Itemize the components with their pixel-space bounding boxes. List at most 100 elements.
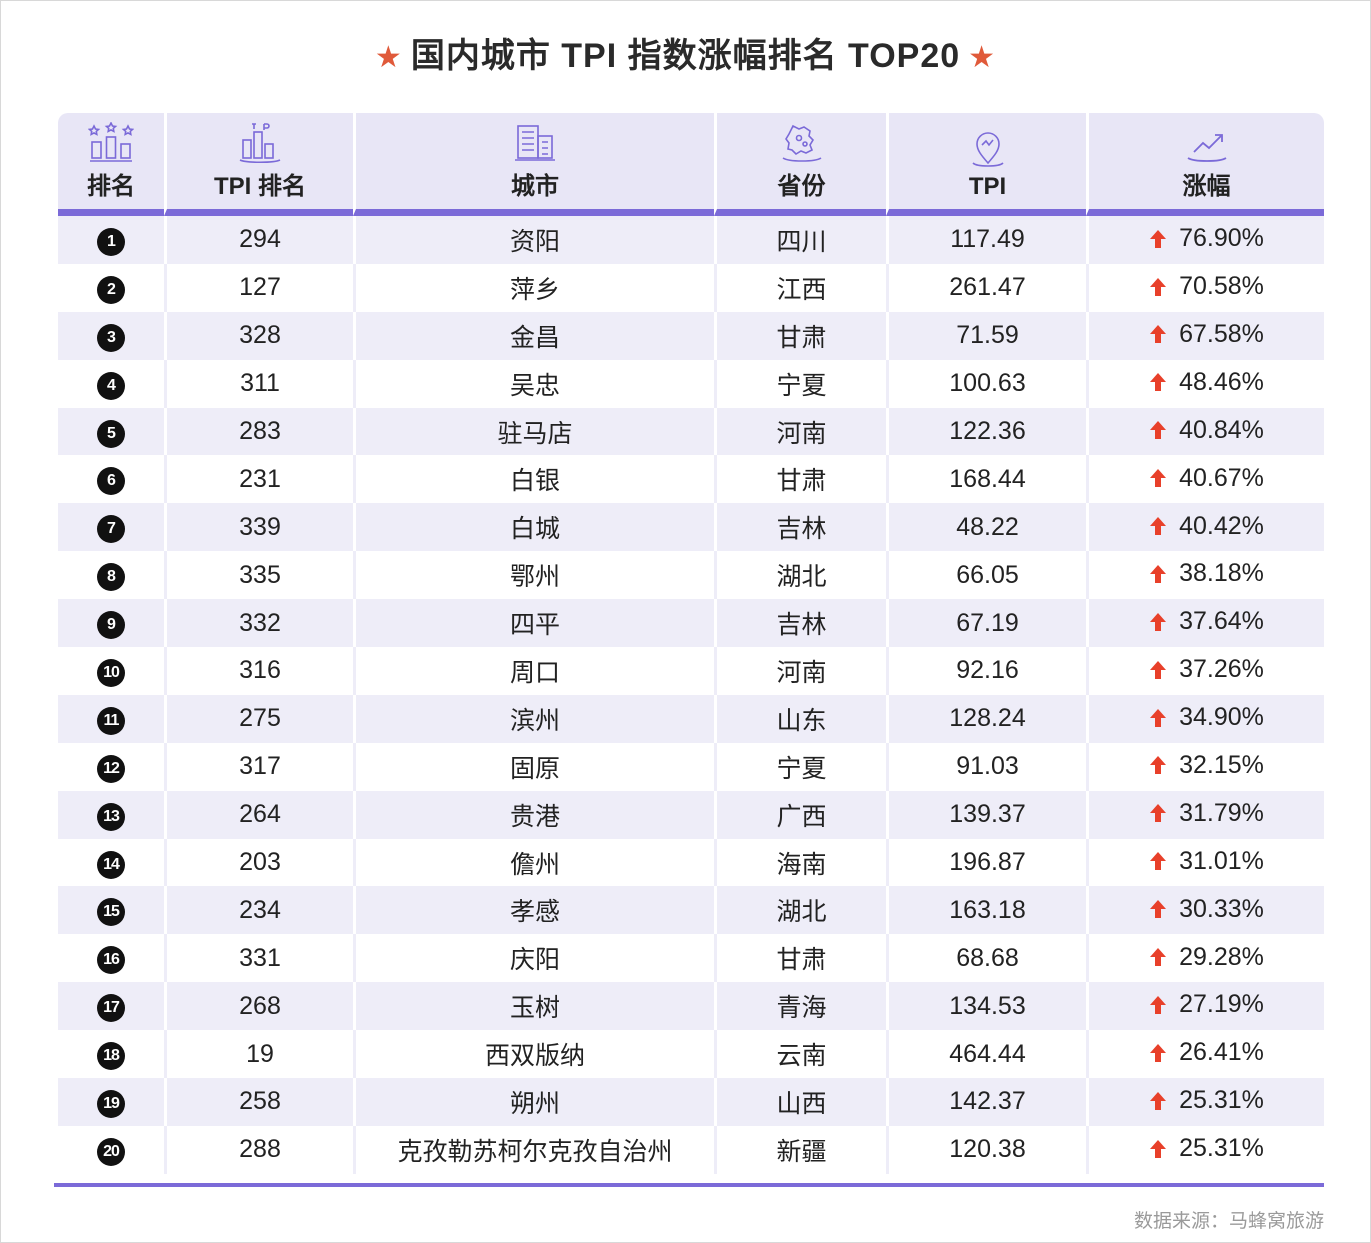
column-header-rank-label: 排名 — [87, 173, 135, 200]
province-cell: 甘肃 — [714, 311, 886, 360]
column-header-tpi-rank: TPI 排名 — [164, 113, 353, 216]
city-cell: 鄂州 — [353, 551, 714, 600]
city-cell: 四平 — [353, 599, 714, 648]
tpi-cell: 464.44 — [886, 1030, 1086, 1079]
rank-cell: 1 — [58, 216, 164, 264]
column-header-growth: 涨幅 — [1086, 113, 1324, 216]
tpi-cell: 48.22 — [886, 503, 1086, 552]
table-header: 排名 TPI 排名 — [58, 113, 1324, 216]
rank-badge: 16 — [97, 946, 125, 975]
rank-cell: 11 — [58, 694, 164, 743]
tpi-rank-cell: 335 — [164, 551, 353, 600]
table-row: 13 264 贵港 广西 139.37 31.79% — [58, 790, 1324, 839]
city-cell: 驻马店 — [353, 407, 714, 456]
tpi-rank-cell: 332 — [164, 599, 353, 648]
tpi-cell: 71.59 — [886, 311, 1086, 360]
map-province-icon — [782, 124, 821, 162]
rank-cell: 5 — [58, 407, 164, 456]
up-arrow-icon — [1150, 708, 1167, 727]
table-row: 9 332 四平 吉林 67.19 37.64% — [58, 599, 1324, 648]
city-cell: 庆阳 — [353, 934, 714, 983]
star-icon: ★ — [968, 41, 997, 74]
table-row: 20 288 克孜勒苏柯尔克孜自治州 新疆 120.38 25.31% — [58, 1125, 1324, 1174]
table-row: 8 335 鄂州 湖北 66.05 38.18% — [58, 551, 1324, 600]
tpi-rank-cell: 234 — [164, 886, 353, 935]
province-cell: 宁夏 — [714, 359, 886, 408]
rank-badge: 3 — [97, 323, 125, 352]
tpi-cell: 128.24 — [886, 694, 1086, 743]
tpi-rank-cell: 288 — [164, 1125, 353, 1174]
table-body: 1 294 资阳 四川 117.49 76.90% 2 127 萍乡 江西 261.47 70.58%… — [58, 216, 1324, 1174]
province-cell: 四川 — [714, 216, 886, 264]
rank-cell: 20 — [58, 1125, 164, 1174]
tpi-cell: 67.19 — [886, 599, 1086, 648]
up-arrow-icon — [1150, 995, 1167, 1014]
province-cell: 宁夏 — [714, 742, 886, 791]
up-arrow-icon — [1150, 1043, 1167, 1062]
province-cell: 海南 — [714, 838, 886, 887]
province-cell: 青海 — [714, 982, 886, 1031]
rank-cell: 9 — [58, 599, 164, 648]
table-row: 5 283 驻马店 河南 122.36 40.84% — [58, 407, 1324, 456]
tpi-rank-cell: 19 — [164, 1030, 353, 1079]
column-header-rank: 排名 — [58, 113, 164, 216]
tpi-rank-cell: 328 — [164, 311, 353, 360]
growth-cell: 38.18% — [1086, 551, 1324, 600]
growth-cell: 31.01% — [1086, 838, 1324, 887]
rank-badge: 6 — [97, 467, 125, 496]
rank-cell: 6 — [58, 455, 164, 504]
up-arrow-icon — [1150, 756, 1167, 775]
growth-cell: 29.28% — [1086, 934, 1324, 983]
growth-value: 34.90% — [1179, 703, 1264, 732]
table-row: 16 331 庆阳 甘肃 68.68 29.28% — [58, 934, 1324, 983]
column-header-tpi: TPI — [886, 113, 1086, 216]
growth-value: 48.46% — [1179, 367, 1264, 396]
province-cell: 广西 — [714, 790, 886, 839]
city-cell: 滨州 — [353, 694, 714, 743]
rank-badge: 7 — [97, 515, 125, 544]
growth-value: 31.01% — [1179, 846, 1264, 875]
city-cell: 周口 — [353, 647, 714, 695]
province-cell: 吉林 — [714, 599, 886, 648]
podium-stars-icon — [88, 122, 134, 162]
star-icon: ★ — [374, 41, 403, 74]
growth-value: 40.84% — [1179, 415, 1264, 444]
table-row: 19 258 朔州 山西 142.37 25.31% — [58, 1078, 1324, 1126]
tpi-rank-cell: 258 — [164, 1078, 353, 1126]
rank-badge: 2 — [97, 275, 125, 304]
growth-cell: 40.84% — [1086, 407, 1324, 456]
tpi-rank-cell: 283 — [164, 407, 353, 456]
tpi-rank-cell: 316 — [164, 647, 353, 695]
growth-cell: 70.58% — [1086, 263, 1324, 312]
rank-cell: 18 — [58, 1030, 164, 1079]
growth-value: 67.58% — [1179, 319, 1264, 348]
table-row: 14 203 儋州 海南 196.87 31.01% — [58, 838, 1324, 887]
tpi-rank-cell: 331 — [164, 934, 353, 983]
growth-value: 37.26% — [1179, 655, 1264, 684]
growth-value: 26.41% — [1179, 1038, 1264, 1067]
rank-cell: 7 — [58, 503, 164, 552]
province-cell: 甘肃 — [714, 934, 886, 983]
rank-badge: 10 — [97, 658, 125, 687]
data-source: 数据来源：马蜂窝旅游 — [1133, 1211, 1324, 1232]
rank-badge: 5 — [97, 419, 125, 448]
page-title: ★ 国内城市 TPI 指数涨幅排名 TOP20 ★ — [0, 28, 1371, 77]
province-cell: 甘肃 — [714, 455, 886, 504]
growth-cell: 76.90% — [1086, 216, 1324, 264]
growth-cell: 37.26% — [1086, 647, 1324, 695]
growth-value: 30.33% — [1179, 894, 1264, 923]
rank-cell: 19 — [58, 1078, 164, 1126]
rank-badge: 15 — [97, 898, 125, 927]
tpi-cell: 168.44 — [886, 455, 1086, 504]
tpi-rank-cell: 268 — [164, 982, 353, 1031]
tpi-bars-icon — [239, 123, 281, 164]
growth-cell: 40.67% — [1086, 455, 1324, 504]
tpi-rank-cell: 231 — [164, 455, 353, 504]
column-header-growth-label: 涨幅 — [1182, 173, 1231, 200]
province-cell: 云南 — [714, 1030, 886, 1079]
table-row: 4 311 吴忠 宁夏 100.63 48.46% — [58, 359, 1324, 408]
up-arrow-icon — [1150, 1139, 1167, 1158]
rank-badge: 13 — [97, 802, 125, 831]
rank-cell: 16 — [58, 934, 164, 983]
province-cell: 湖北 — [714, 551, 886, 600]
